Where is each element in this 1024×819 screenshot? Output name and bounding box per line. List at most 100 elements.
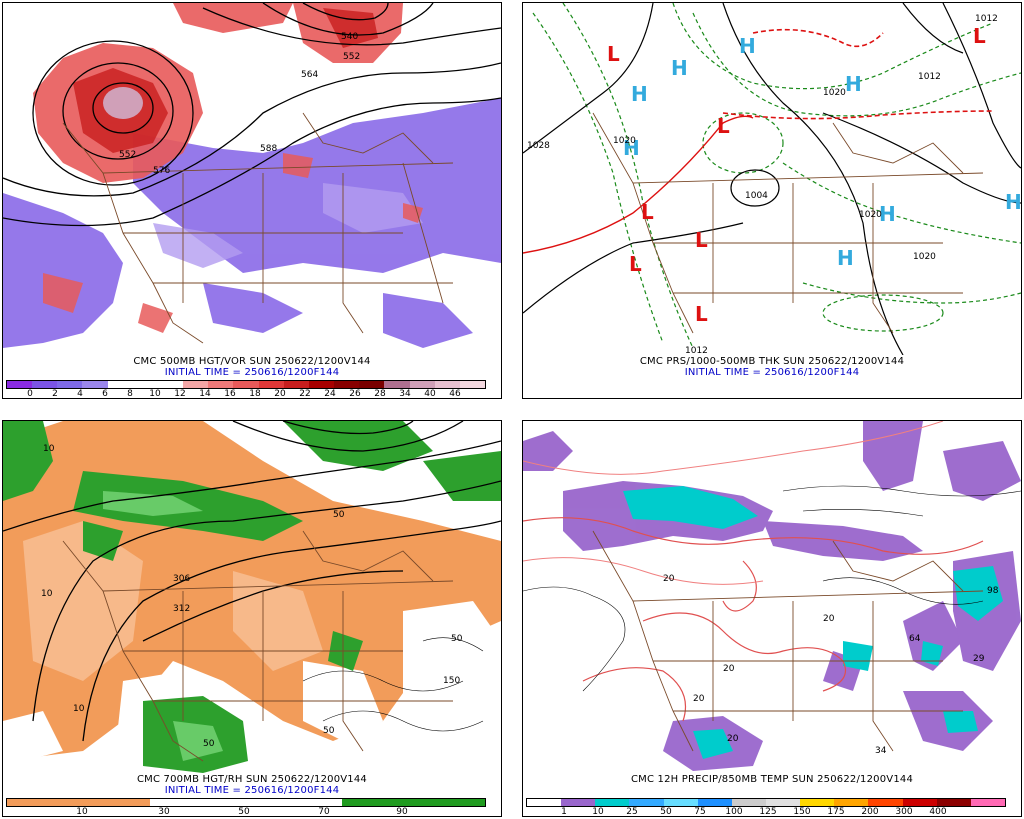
high-pressure-symbol: H: [1005, 190, 1021, 214]
color-scale-bar: [6, 798, 486, 807]
high-pressure-symbol: H: [623, 136, 640, 160]
pressure-label: 1020: [913, 252, 936, 262]
high-pressure-symbol: H: [837, 246, 854, 270]
scale-label: 34: [399, 389, 411, 399]
scale-label: 50: [238, 807, 250, 817]
color-scale-bar: [526, 798, 1006, 807]
scale-label: 12: [174, 389, 186, 399]
pressure-label: 1020: [613, 136, 636, 146]
contour-label: 552: [343, 52, 360, 62]
scale-label: 25: [626, 807, 638, 817]
scale-label: 70: [318, 807, 330, 817]
high-pressure-symbol: H: [671, 56, 688, 80]
low-pressure-symbol: L: [607, 42, 620, 66]
high-pressure-symbol: H: [739, 34, 756, 58]
high-pressure-symbol: H: [845, 72, 862, 96]
scale-label: 0: [27, 389, 33, 399]
contour-label: 20: [727, 734, 739, 744]
contour-label: 576: [153, 166, 170, 176]
scale-label: 16: [224, 389, 236, 399]
high-pressure-symbol: H: [879, 202, 896, 226]
scale-label: 90: [396, 807, 408, 817]
contour-label: 564: [301, 70, 318, 80]
pressure-label: 1012: [685, 346, 708, 355]
pressure-label: 1012: [975, 14, 998, 24]
low-pressure-symbol: L: [973, 24, 986, 48]
panel-500mb-vorticity: 540 552 564 576 588 552 CMC 500MB HGT/VO…: [2, 2, 502, 399]
panel-caption: CMC PRS/1000-500MB THK SUN 250622/1200V1…: [639, 356, 905, 367]
pressure-label: 1012: [918, 72, 941, 82]
scale-label: 24: [324, 389, 336, 399]
color-scale-labels: 10 30 50 70 90: [6, 808, 486, 818]
scale-label: 30: [158, 807, 170, 817]
color-scale-labels: 1 10 25 50 75 100 125 150 175 200 300 40…: [526, 808, 1006, 818]
contour-label: 98: [987, 586, 999, 596]
contour-label: 552: [119, 150, 136, 160]
panel-caption: CMC 700MB HGT/RH SUN 250622/1200V144: [136, 774, 367, 785]
pressure-label: 1020: [823, 88, 846, 98]
contour-label: 150: [443, 676, 460, 686]
pressure-label: 1004: [745, 191, 768, 201]
low-pressure-symbol: L: [641, 200, 654, 224]
contour-label: 50: [451, 634, 463, 644]
scale-label: 6: [102, 389, 108, 399]
low-pressure-symbol: L: [695, 228, 708, 252]
map-700mb: 306 312 10 10 50 50 150 50 50 10: [3, 421, 501, 773]
scale-label: 75: [694, 807, 706, 817]
low-pressure-symbol: L: [629, 252, 642, 276]
panel-caption: CMC 500MB HGT/VOR SUN 250622/1200V144: [133, 356, 371, 367]
contour-label: 50: [203, 739, 215, 749]
contour-label: 10: [41, 589, 53, 599]
high-pressure-symbol: H: [631, 82, 648, 106]
scale-label: 200: [861, 807, 879, 817]
scale-label: 10: [76, 807, 88, 817]
panel-pressure-thickness: L H H H H H L L L L L H H H L 1028 1020 …: [522, 2, 1022, 399]
contour-label: 34: [875, 746, 887, 756]
contour-label: 50: [323, 726, 335, 736]
map-precip: 20 20 20 20 20 34 64 98 29: [523, 421, 1021, 773]
panel-initial-time: INITIAL TIME = 250616/1200F144: [684, 367, 860, 378]
scale-label: 26: [349, 389, 361, 399]
scale-label: 175: [827, 807, 845, 817]
scale-label: 4: [77, 389, 83, 399]
map-pressure: L H H H H H L L L L L H H H L 1028 1020 …: [523, 3, 1021, 355]
panel-initial-time: INITIAL TIME = 250616/1200F144: [164, 785, 340, 796]
scale-label: 14: [199, 389, 211, 399]
contour-label: 312: [173, 604, 190, 614]
pressure-label: 1020: [859, 210, 882, 220]
panel-precip-temp: 20 20 20 20 20 34 64 98 29 CMC 12H PRECI…: [522, 420, 1022, 817]
map-500mb: 540 552 564 576 588 552: [3, 3, 501, 355]
color-scale-labels: 0 2 4 6 8 10 12 14 16 18 20 22 24 26 28 …: [6, 390, 486, 400]
panel-700mb-rh: 306 312 10 10 50 50 150 50 50 10 CMC 700…: [2, 420, 502, 817]
contour-label: 64: [909, 634, 921, 644]
scale-label: 20: [274, 389, 286, 399]
scale-label: 2: [52, 389, 58, 399]
scale-label: 22: [299, 389, 311, 399]
color-scale-bar: [6, 380, 486, 389]
contour-label: 50: [333, 510, 345, 520]
scale-label: 10: [592, 807, 604, 817]
scale-label: 46: [449, 389, 461, 399]
low-pressure-symbol: L: [695, 302, 708, 326]
contour-label: 540: [341, 32, 358, 42]
contour-label: 10: [73, 704, 85, 714]
scale-label: 50: [660, 807, 672, 817]
contour-label: 20: [663, 574, 675, 584]
contour-label: 10: [43, 444, 55, 454]
contour-label: 306: [173, 574, 190, 584]
scale-label: 125: [759, 807, 777, 817]
contour-label: 20: [723, 664, 735, 674]
scale-label: 18: [249, 389, 261, 399]
scale-label: 8: [127, 389, 133, 399]
scale-label: 100: [725, 807, 743, 817]
contour-label: 588: [260, 144, 277, 154]
scale-label: 10: [149, 389, 161, 399]
scale-label: 150: [793, 807, 811, 817]
scale-label: 40: [424, 389, 436, 399]
scale-label: 300: [895, 807, 913, 817]
pressure-label: 1028: [527, 141, 550, 151]
scale-label: 1: [561, 807, 567, 817]
scale-label: 400: [929, 807, 947, 817]
contour-label: 29: [973, 654, 985, 664]
panel-initial-time: INITIAL TIME = 250616/1200F144: [164, 367, 340, 378]
